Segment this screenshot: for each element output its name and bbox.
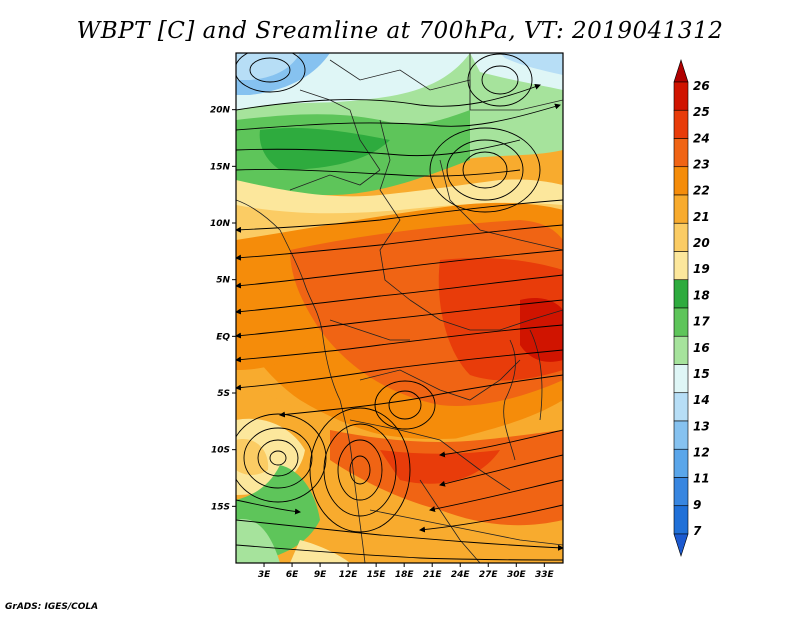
colorbar-swatch [673, 138, 689, 168]
x-tick-label: 30E [507, 570, 527, 580]
colorbar-label: 16 [693, 341, 710, 355]
colorbar-swatch [673, 194, 689, 224]
y-tick-label: 5N [216, 276, 230, 286]
x-tick-label: 15E [367, 570, 387, 580]
x-tick-label: 33E [535, 570, 555, 580]
colorbar-label: 26 [693, 79, 710, 93]
colorbar-label: 7 [693, 524, 702, 538]
streamlines [236, 53, 563, 561]
colorbar-label: 22 [693, 184, 710, 198]
colorbar-swatch [673, 335, 689, 365]
y-tick-label: 20N [210, 106, 231, 116]
x-tick-label: 12E [339, 570, 359, 580]
colorbar-label: 14 [693, 393, 710, 407]
y-axis-ticks: 20N 15N 10N 5N EQ 5S 10S 15S [210, 106, 236, 512]
colorbar-swatch [673, 279, 689, 309]
x-tick-label: 3E [258, 570, 271, 580]
x-tick-label: 24E [451, 570, 471, 580]
colorbar: 26 25 24 23 22 21 20 19 18 17 16 15 14 13 12 11 9 7 [673, 59, 710, 557]
colorbar-label: 20 [693, 236, 710, 250]
colorbar-label: 15 [693, 367, 710, 381]
x-axis-ticks: 3E 6E 9E 12E 15E 18E 21E 24E 27E 30E 33E [258, 563, 555, 580]
y-tick-label: 10S [211, 446, 230, 456]
y-tick-label: 5S [217, 389, 230, 399]
colorbar-label: 21 [693, 210, 710, 224]
colorbar-swatch [673, 392, 689, 422]
colorbar-label: 25 [693, 105, 710, 119]
wbpt-shading [236, 53, 563, 563]
colorbar-swatch [673, 477, 689, 507]
colorbar-label: 23 [693, 158, 710, 172]
colorbar-swatch [673, 533, 689, 557]
x-tick-label: 6E [286, 570, 299, 580]
colorbar-swatch [673, 81, 689, 111]
colorbar-label: 24 [693, 131, 710, 145]
x-tick-label: 9E [314, 570, 327, 580]
colorbar-label: 17 [693, 315, 710, 329]
colorbar-swatch [673, 59, 689, 83]
x-tick-label: 18E [395, 570, 415, 580]
map-frame [235, 52, 564, 564]
colorbar-label: 11 [693, 472, 710, 486]
colorbar-swatch [673, 109, 689, 139]
colorbar-label: 19 [693, 262, 710, 276]
colorbar-label: 12 [693, 446, 710, 460]
colorbar-swatch [673, 448, 689, 478]
colorbar-label: 18 [693, 288, 710, 302]
y-tick-label: 10N [210, 219, 231, 229]
footer-credit: GrADS: IGES/COLA [5, 602, 99, 612]
colorbar-swatch [673, 505, 689, 535]
colorbar-swatch [673, 307, 689, 337]
colorbar-swatch [673, 420, 689, 450]
x-tick-label: 27E [479, 570, 499, 580]
country-borders [236, 53, 563, 563]
colorbar-swatch [673, 364, 689, 394]
colorbar-swatch [673, 166, 689, 196]
colorbar-swatch [673, 251, 689, 281]
y-tick-label: 15S [211, 502, 230, 512]
y-tick-label: 15N [210, 162, 231, 172]
colorbar-label: 9 [693, 498, 701, 512]
colorbar-label: 13 [693, 419, 710, 433]
colorbar-swatch [673, 222, 689, 252]
map-title: WBPT [C] and Sreamline at 700hPa, VT: 20… [76, 18, 724, 44]
x-tick-label: 21E [423, 570, 443, 580]
y-tick-label: EQ [216, 332, 230, 342]
